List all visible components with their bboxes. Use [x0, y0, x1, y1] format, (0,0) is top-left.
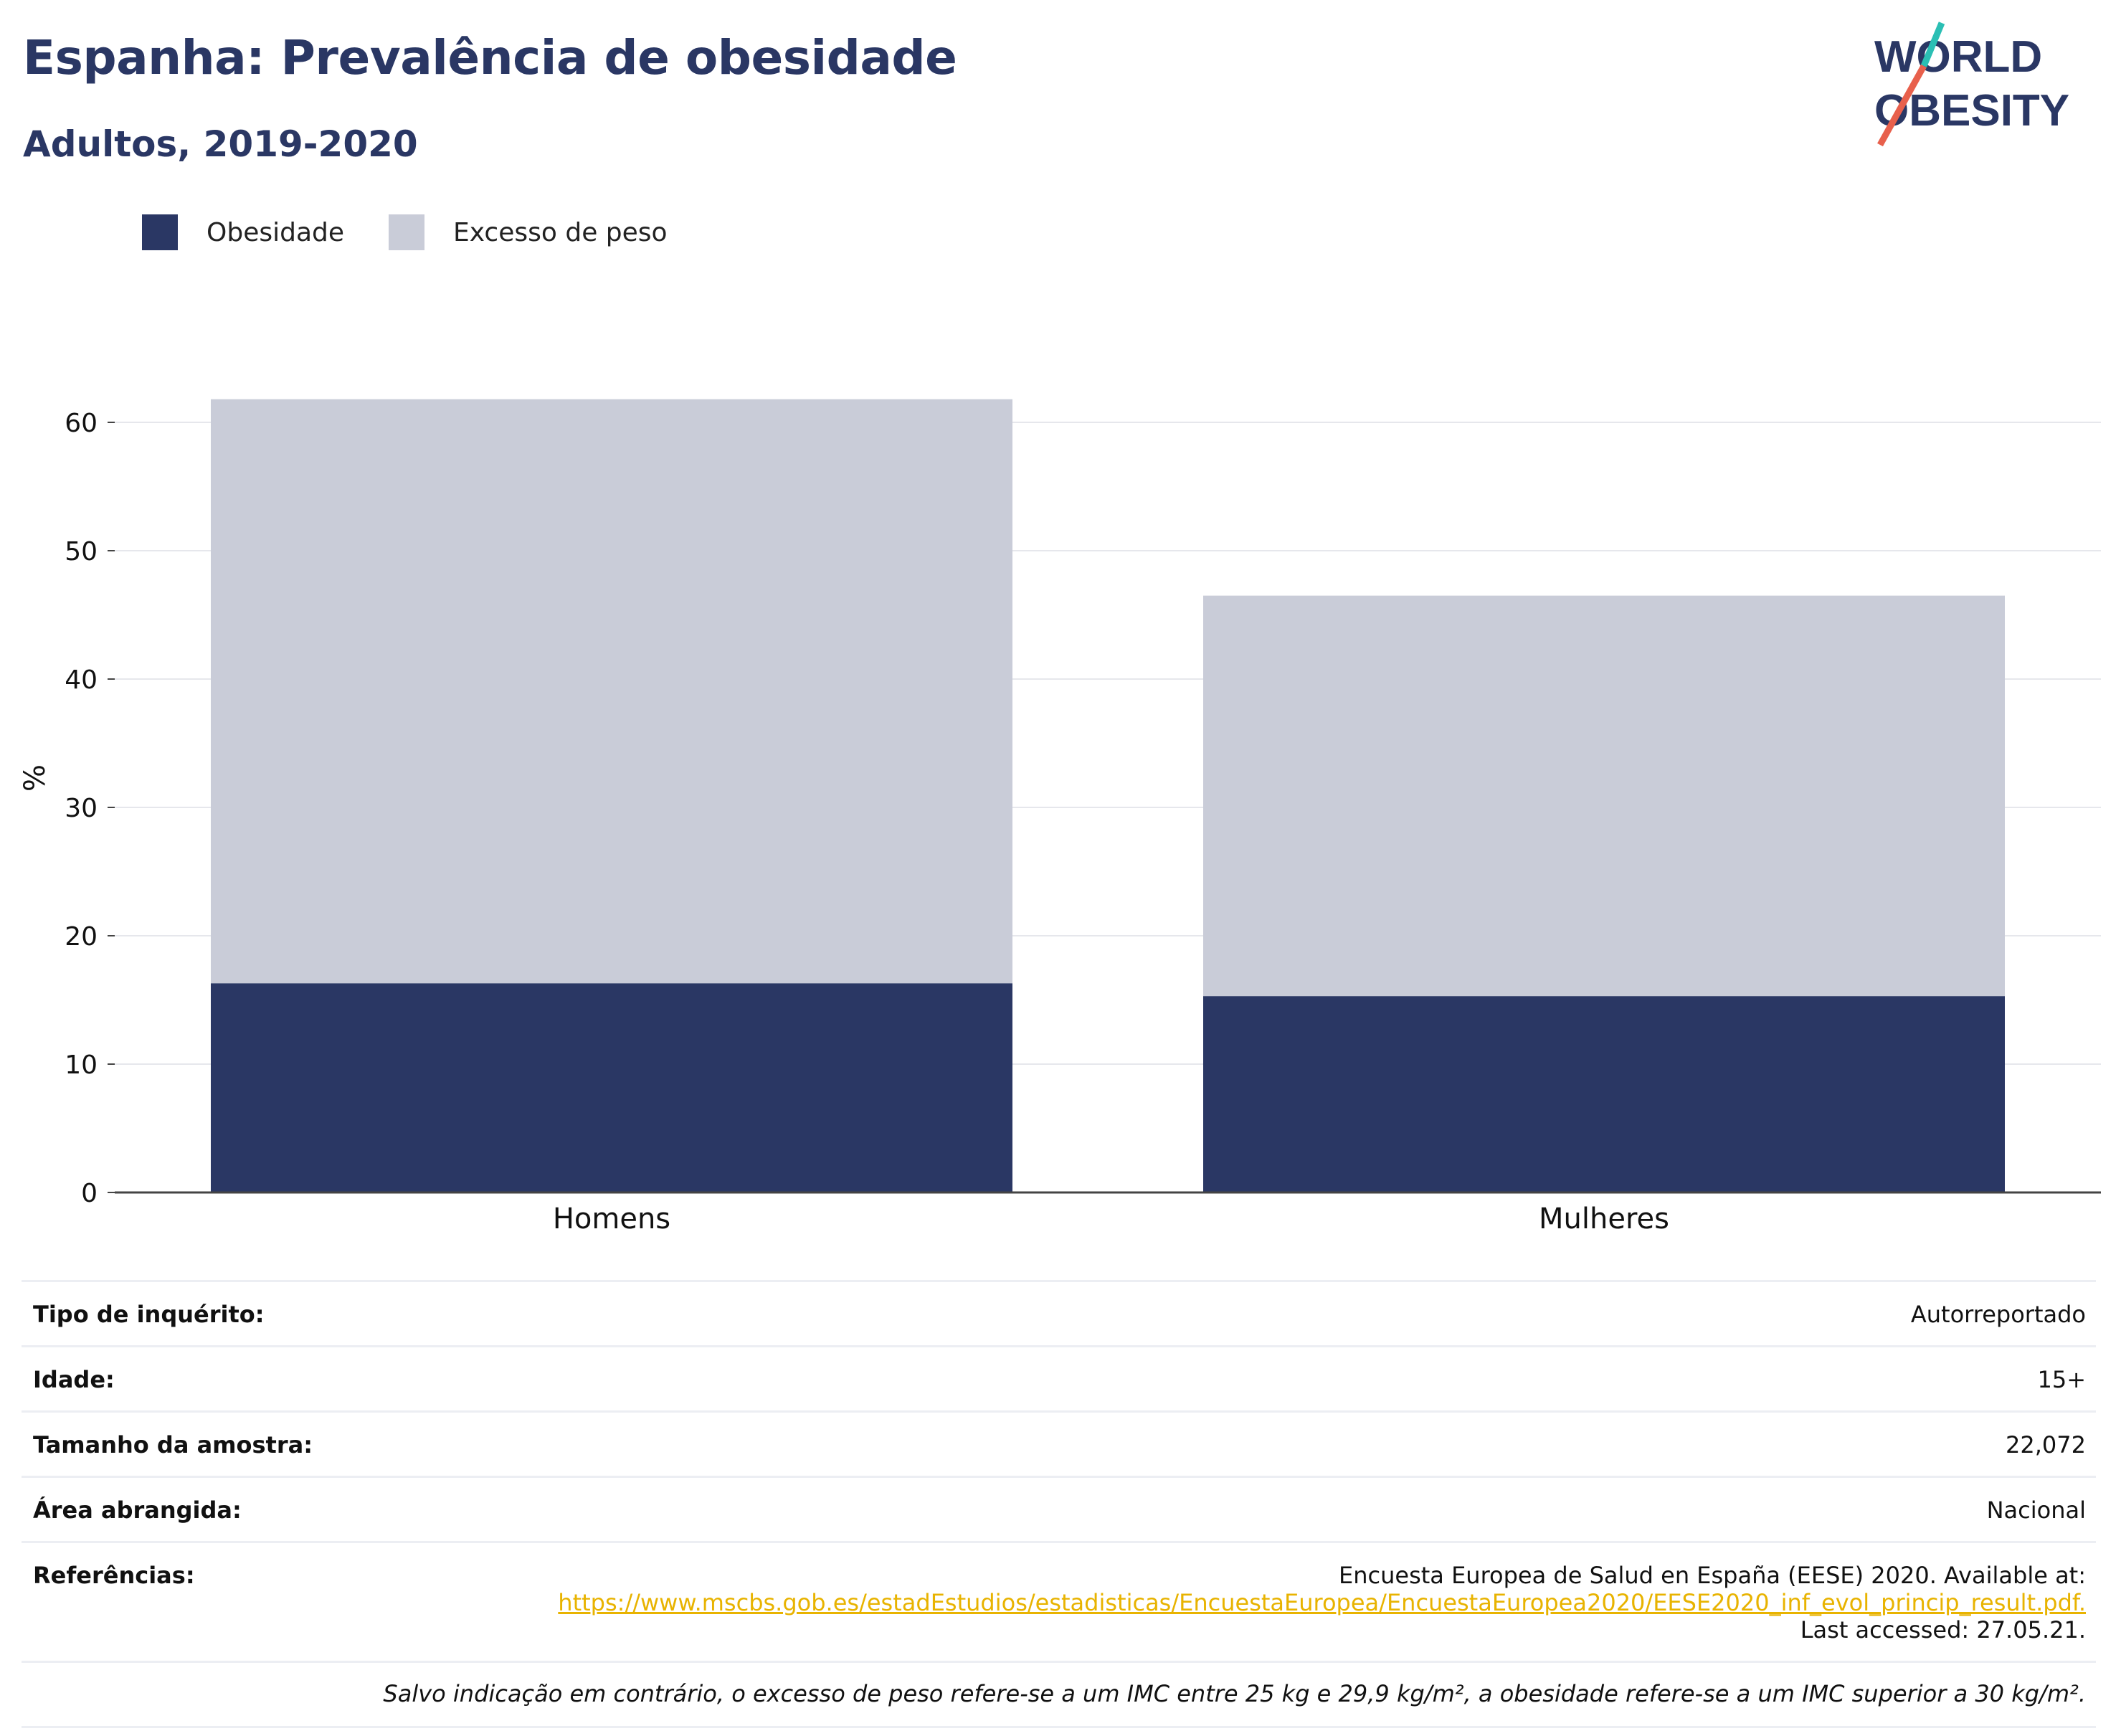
- y-tick-label: 10: [65, 1050, 98, 1080]
- y-tick-label: 30: [65, 794, 98, 823]
- legend-label-obesity: Obesidade: [207, 217, 345, 247]
- bar-obesity-homens: [211, 983, 1012, 1192]
- info-label: Tipo de inquérito:: [33, 1301, 265, 1328]
- bar-obesity-mulheres: [1203, 996, 2005, 1192]
- chart-legend: Obesidade Excesso de peso: [142, 214, 712, 251]
- references-value: Encuesta Europea de Salud en España (EES…: [558, 1562, 2086, 1643]
- x-tick-label: Mulheres: [1539, 1203, 1669, 1235]
- y-tick-label: 40: [65, 665, 98, 695]
- survey-info-table: Tipo de inquérito: Autorreportado Idade:…: [22, 1280, 2096, 1728]
- svg-text:WORLD: WORLD: [1874, 32, 2042, 82]
- info-value: Autorreportado: [1910, 1301, 2086, 1328]
- y-tick-label: 50: [65, 537, 98, 566]
- world-obesity-logo: WORLD OBESITY: [1874, 22, 2069, 147]
- reference-accessed: Last accessed: 27.05.21.: [1800, 1616, 2086, 1643]
- bar-overweight-homens: [211, 399, 1012, 984]
- info-row-area: Área abrangida: Nacional: [22, 1476, 2096, 1541]
- footnote: Salvo indicação em contrário, o excesso …: [22, 1661, 2096, 1728]
- info-value: 22,072: [2006, 1431, 2086, 1458]
- bar-overweight-mulheres: [1203, 595, 2005, 997]
- y-tick-label: 60: [65, 409, 98, 438]
- page-subtitle: Adultos, 2019-2020: [23, 123, 418, 165]
- x-tick-label: Homens: [553, 1203, 670, 1235]
- legend-item-obesity: Obesidade: [142, 214, 344, 250]
- svg-text:OBESITY: OBESITY: [1874, 86, 2069, 136]
- bars: [211, 399, 2005, 1192]
- legend-swatch-overweight: [389, 214, 425, 250]
- reference-link[interactable]: https://www.mscbs.gob.es/estadEstudios/e…: [558, 1589, 2086, 1616]
- y-tick-labels: 0 10 20 30 40 50 60: [65, 409, 115, 1208]
- reference-text: Encuesta Europea de Salud en España (EES…: [1339, 1562, 2086, 1589]
- legend-label-overweight: Excesso de peso: [453, 217, 668, 247]
- info-value: 15+: [2037, 1366, 2086, 1393]
- info-row-sample-size: Tamanho da amostra: 22,072: [22, 1410, 2096, 1476]
- page-title: Espanha: Prevalência de obesidade: [23, 30, 957, 85]
- x-tick-labels: Homens Mulheres: [553, 1203, 1669, 1235]
- legend-item-overweight: Excesso de peso: [389, 214, 668, 250]
- info-row-age: Idade: 15+: [22, 1345, 2096, 1410]
- y-axis-label: %: [19, 764, 52, 792]
- info-label: Área abrangida:: [33, 1497, 242, 1524]
- legend-swatch-obesity: [142, 214, 178, 250]
- info-row-references: Referências: Encuesta Europea de Salud e…: [22, 1541, 2096, 1661]
- info-label: Referências:: [33, 1562, 195, 1589]
- info-value: Nacional: [1986, 1497, 2086, 1524]
- stacked-bar-chart: 0 10 20 30 40 50 60 Homens Mulheres %: [19, 399, 2101, 1235]
- y-tick-label: 20: [65, 922, 98, 952]
- info-row-survey-type: Tipo de inquérito: Autorreportado: [22, 1280, 2096, 1345]
- y-tick-label: 0: [81, 1179, 98, 1208]
- info-label: Tamanho da amostra:: [33, 1431, 313, 1458]
- info-label: Idade:: [33, 1366, 115, 1393]
